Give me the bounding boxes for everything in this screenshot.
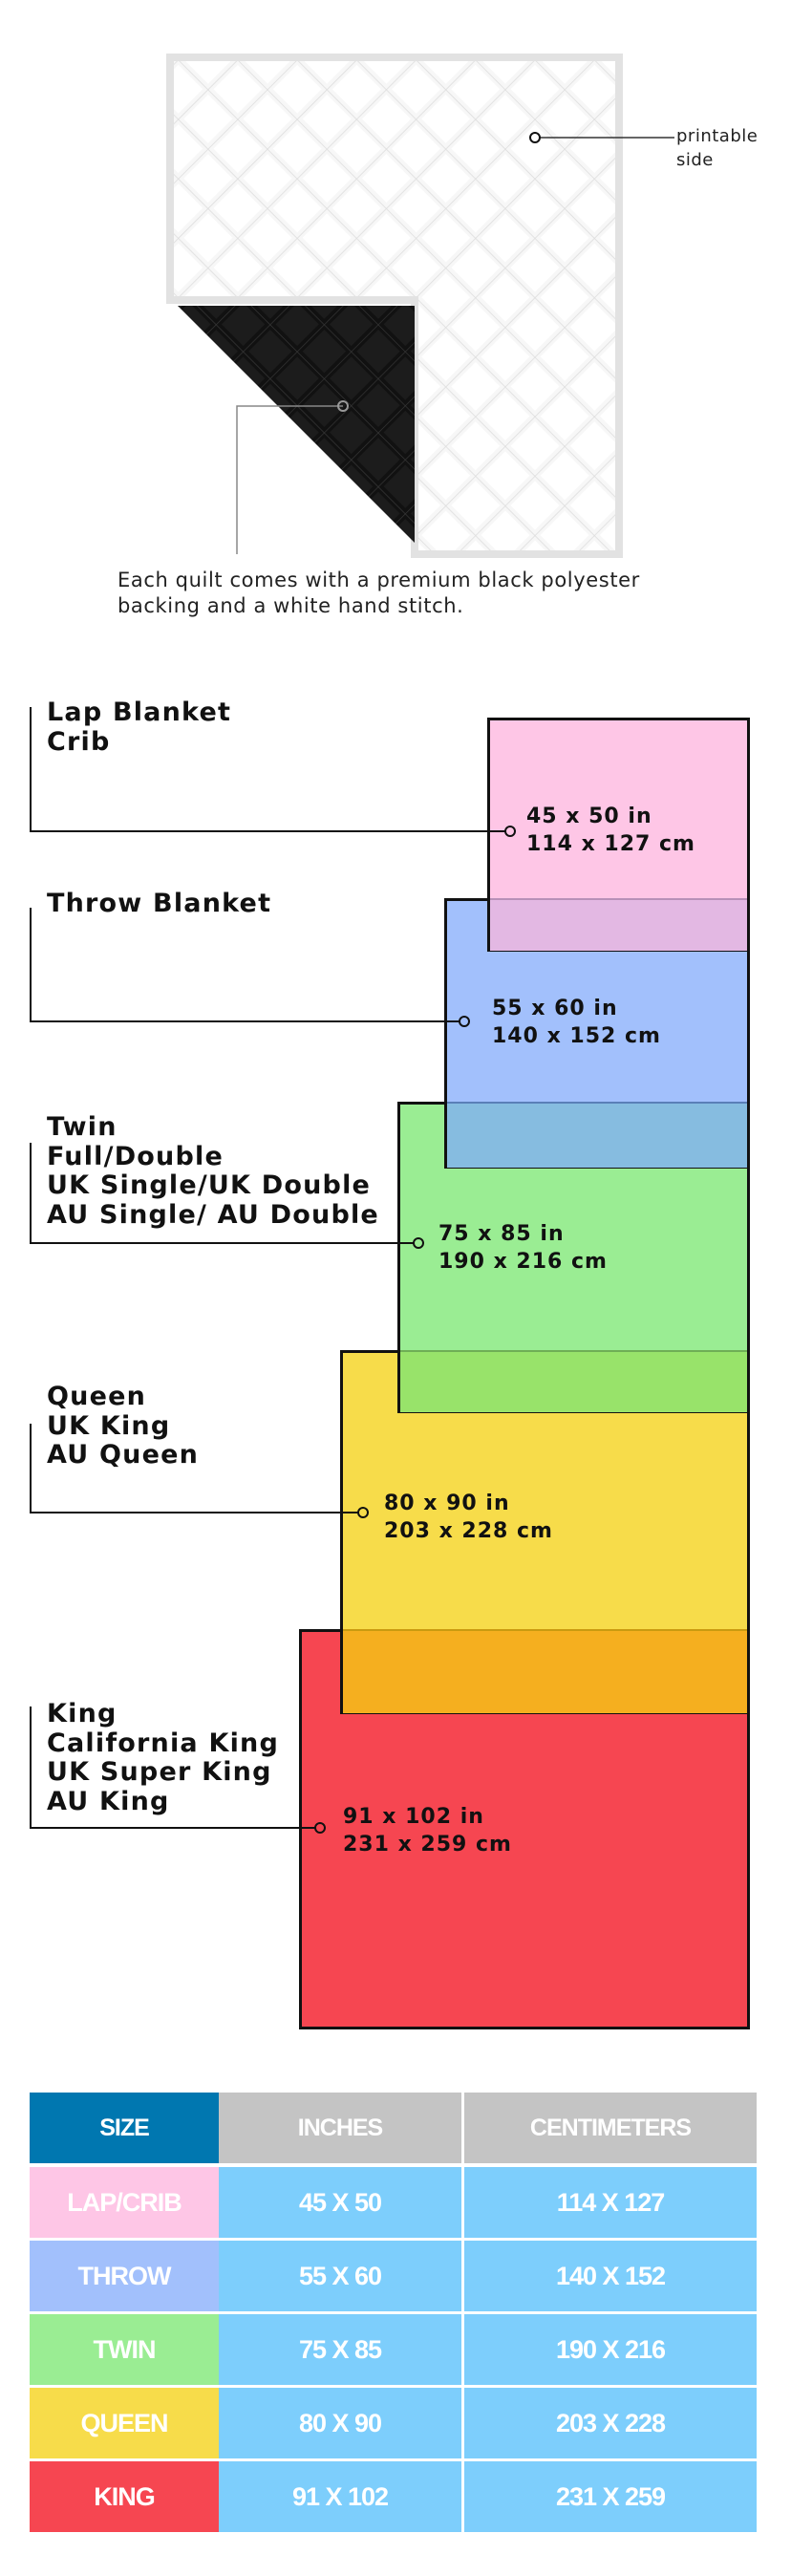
queen-king-overlap <box>343 1629 747 1713</box>
printable-side-label: printable side <box>676 124 758 172</box>
row-inches-cell: 80 X 90 <box>219 2388 461 2458</box>
row-cm-cell: 203 X 228 <box>464 2388 757 2458</box>
row-size-cell: THROW <box>30 2241 219 2311</box>
lap-marker <box>504 826 516 837</box>
quilt-front <box>166 54 623 558</box>
size-name: King <box>47 1699 118 1728</box>
size-name: AU Queen <box>47 1440 200 1470</box>
quilt-illustration <box>166 54 674 558</box>
throw-dimensions: 55 x 60 in 140 x 152 cm <box>492 995 661 1050</box>
size-name: Twin <box>47 1112 118 1142</box>
twin-dimensions: 75 x 85 in 190 x 216 cm <box>438 1220 608 1276</box>
quilt-caption: Each quilt comes with a premium black po… <box>118 568 640 619</box>
lap-leader-vertical <box>30 707 32 832</box>
dimension-inches: 45 x 50 in <box>526 805 652 828</box>
size-name: California King <box>47 1728 279 1758</box>
header-inches: INCHES <box>219 2093 461 2163</box>
printable-label-line: printable <box>676 126 759 146</box>
queen-dimensions: 80 x 90 in 203 x 228 cm <box>384 1490 553 1545</box>
size-name: AU Single/ AU Double <box>47 1199 379 1230</box>
twin-labels: Twin Full/Double UK Single/UK Double AU … <box>47 1112 379 1230</box>
header-centimeters: CENTIMETERS <box>464 2093 757 2163</box>
row-size-cell: TWIN <box>30 2314 219 2385</box>
header-size: SIZE <box>30 2093 219 2163</box>
row-size-cell: QUEEN <box>30 2388 219 2458</box>
king-marker <box>314 1822 326 1834</box>
row-cm-cell: 114 X 127 <box>464 2167 757 2238</box>
dimension-inches: 55 x 60 in <box>492 997 618 1020</box>
queen-marker <box>357 1507 369 1518</box>
size-name: UK Single/UK Double <box>47 1170 372 1200</box>
row-size-cell: KING <box>30 2461 219 2532</box>
throw-twin-overlap <box>447 1102 747 1168</box>
dimension-inches: 80 x 90 in <box>384 1492 510 1515</box>
quilt-backing <box>178 306 415 543</box>
row-inches-cell: 91 X 102 <box>219 2461 461 2532</box>
caption-line: Each quilt comes with a premium black po… <box>118 569 640 591</box>
printable-marker <box>529 132 541 143</box>
row-cm-cell: 190 X 216 <box>464 2314 757 2385</box>
dimension-cm: 114 x 127 cm <box>526 832 695 856</box>
size-name: Full/Double <box>47 1141 224 1171</box>
row-inches-cell: 45 X 50 <box>219 2167 461 2238</box>
row-cm-cell: 231 X 259 <box>464 2461 757 2532</box>
dimension-cm: 231 x 259 cm <box>343 1833 512 1857</box>
backing-marker <box>337 400 349 412</box>
caption-line: backing and a white hand stitch. <box>118 594 464 617</box>
size-name: Throw Blanket <box>47 889 272 918</box>
throw-labels: Throw Blanket <box>47 889 272 919</box>
throw-leader-vertical <box>30 908 32 1022</box>
king-labels: King California King UK Super King AU Ki… <box>47 1699 279 1816</box>
throw-marker <box>459 1016 470 1027</box>
lap-labels: Lap Blanket Crib <box>47 698 231 757</box>
size-name: Queen <box>47 1382 147 1411</box>
twin-leader-vertical <box>30 1143 32 1244</box>
size-name: UK King <box>47 1410 171 1441</box>
lap-leader-horizontal <box>30 830 510 832</box>
dimension-inches: 91 x 102 in <box>343 1805 484 1829</box>
dimension-cm: 190 x 216 cm <box>438 1250 608 1274</box>
queen-labels: Queen UK King AU Queen <box>47 1382 200 1470</box>
queen-leader-horizontal <box>30 1512 363 1513</box>
size-name: UK Super King <box>47 1757 272 1787</box>
queen-leader-vertical <box>30 1424 32 1513</box>
dimension-cm: 203 x 228 cm <box>384 1519 553 1543</box>
lap-dimensions: 45 x 50 in 114 x 127 cm <box>526 803 695 858</box>
size-name: AU King <box>47 1786 170 1816</box>
twin-queen-overlap <box>400 1350 747 1412</box>
twin-marker <box>413 1237 424 1249</box>
king-dimensions: 91 x 102 in 231 x 259 cm <box>343 1803 512 1858</box>
row-size-cell: LAP/CRIB <box>30 2167 219 2238</box>
row-cm-cell: 140 X 152 <box>464 2241 757 2311</box>
lap-throw-overlap <box>490 898 747 951</box>
king-leader-vertical <box>30 1707 32 1829</box>
dimension-inches: 75 x 85 in <box>438 1222 565 1246</box>
size-name: Crib <box>47 726 111 757</box>
twin-leader-horizontal <box>30 1242 418 1244</box>
printable-label-line: side <box>676 150 714 170</box>
dimension-cm: 140 x 152 cm <box>492 1024 661 1048</box>
row-inches-cell: 75 X 85 <box>219 2314 461 2385</box>
king-leader-horizontal <box>30 1827 320 1829</box>
size-name: Lap Blanket <box>47 698 232 727</box>
row-inches-cell: 55 X 60 <box>219 2241 461 2311</box>
throw-leader-horizontal <box>30 1020 464 1022</box>
